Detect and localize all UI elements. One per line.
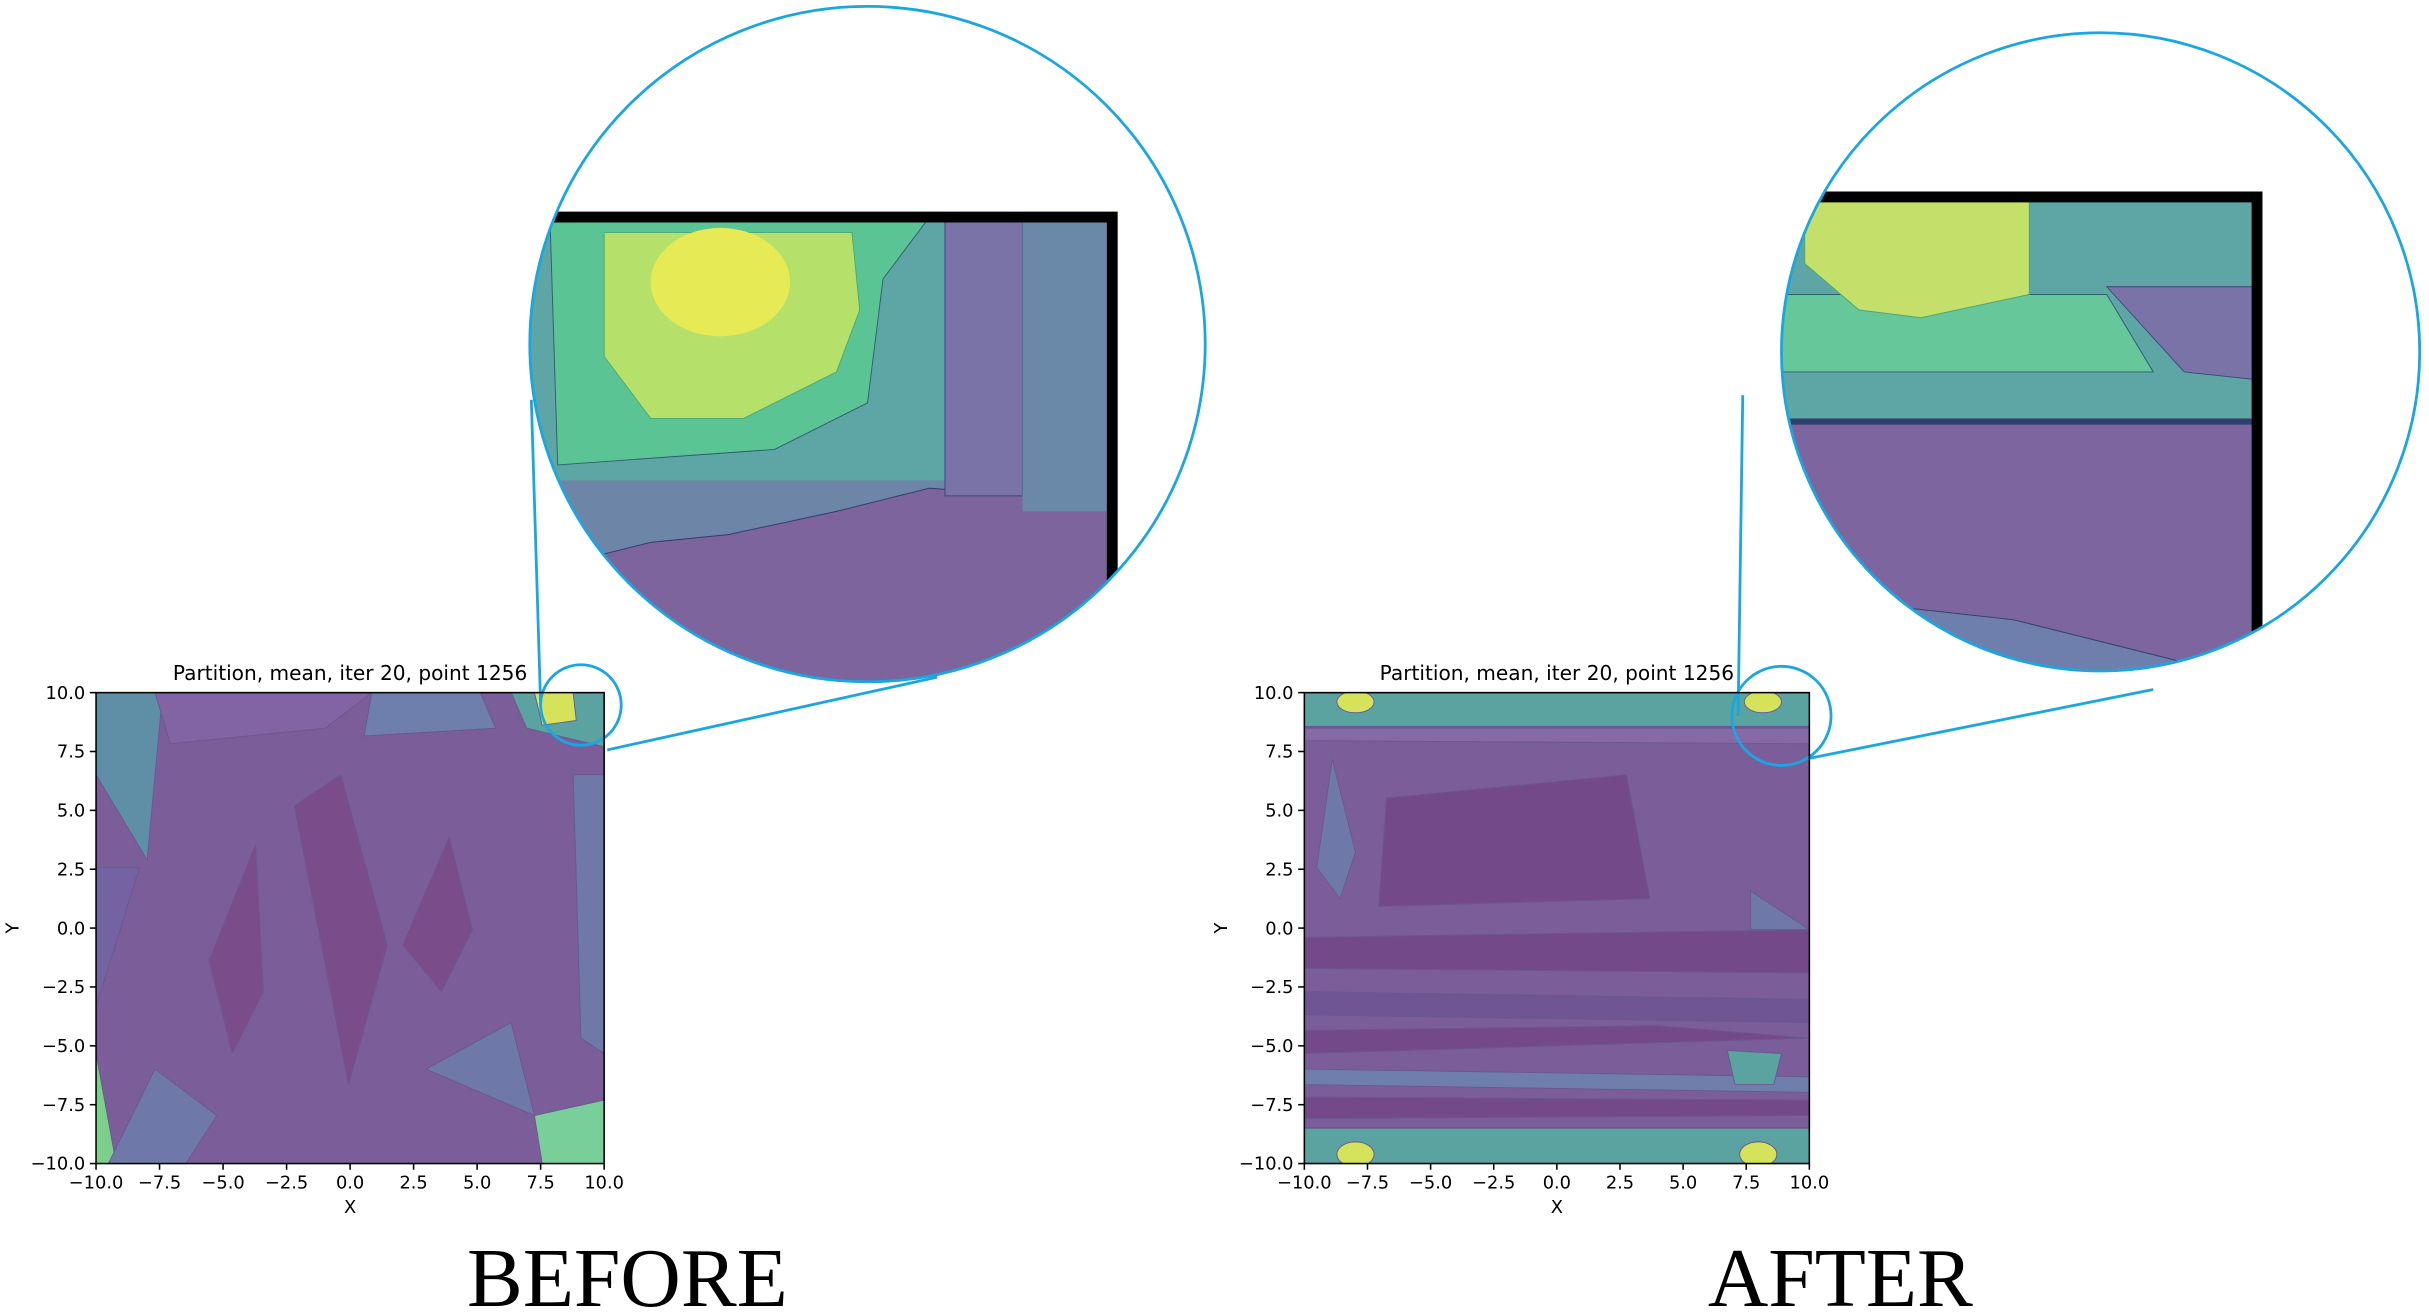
y-axis-label: Y [1211,923,1232,935]
x-tick-label: 0.0 [1543,1172,1571,1193]
y-tick-label: 5.0 [57,801,85,822]
y-tick-label: 0.0 [1265,918,1293,939]
chart-title: Partition, mean, iter 20, point 1256 [1380,661,1734,685]
axes-frame [1303,691,1811,1165]
x-axis-label: X [344,1197,356,1218]
zoom-view [529,6,1206,682]
y-tick-label: 2.5 [1265,859,1293,880]
x-tick-label: −5.0 [201,1172,244,1193]
x-axis-label: X [1551,1197,1563,1218]
y-tick-label: 7.5 [1265,742,1293,763]
y-tick-label: −5.0 [42,1036,85,1057]
x-tick-label: −2.5 [265,1172,308,1193]
y-tick-label: −7.5 [1250,1095,1293,1116]
y-tick-label: −10.0 [1239,1154,1294,1175]
x-tick-label: 7.5 [526,1172,554,1193]
y-tick-label: −2.5 [42,977,85,998]
chart-title: Partition, mean, iter 20, point 1256 [173,661,527,685]
y-tick-label: −7.5 [42,1095,85,1116]
y-axis-label: Y [3,923,24,935]
y-tick-label: 7.5 [57,742,85,763]
y-tick-label: −2.5 [1250,977,1293,998]
y-tick-label: −10.0 [31,1154,86,1175]
y-tick-label: −5.0 [1250,1036,1293,1057]
caption: BEFORE [467,1232,788,1314]
x-tick-label: 5.0 [1669,1172,1697,1193]
x-tick-label: −2.5 [1472,1172,1515,1193]
x-tick-label: −5.0 [1409,1172,1452,1193]
x-tick-label: 2.5 [399,1172,427,1193]
x-tick-label: −10.0 [69,1172,124,1193]
x-tick-label: 5.0 [463,1172,491,1193]
zoom-indicator [528,4,2422,767]
x-tick-label: 7.5 [1732,1172,1760,1193]
y-tick-label: 5.0 [1265,801,1293,822]
y-tick-label: 2.5 [57,859,85,880]
partition-regions [96,692,605,1164]
zoom-view [1781,32,2420,671]
x-tick-label: 2.5 [1606,1172,1634,1193]
x-tick-label: 10.0 [584,1172,624,1193]
x-tick-label: −7.5 [1346,1172,1389,1193]
y-tick-label: 10.0 [46,683,86,704]
x-tick-label: −7.5 [138,1172,181,1193]
caption: AFTER [1708,1232,1973,1314]
partition-regions [1304,692,1810,1164]
x-tick-label: −10.0 [1277,1172,1332,1193]
y-tick-label: 10.0 [1254,683,1294,704]
y-tick-label: 0.0 [57,918,85,939]
x-tick-label: 0.0 [336,1172,364,1193]
x-tick-label: 10.0 [1790,1172,1830,1193]
